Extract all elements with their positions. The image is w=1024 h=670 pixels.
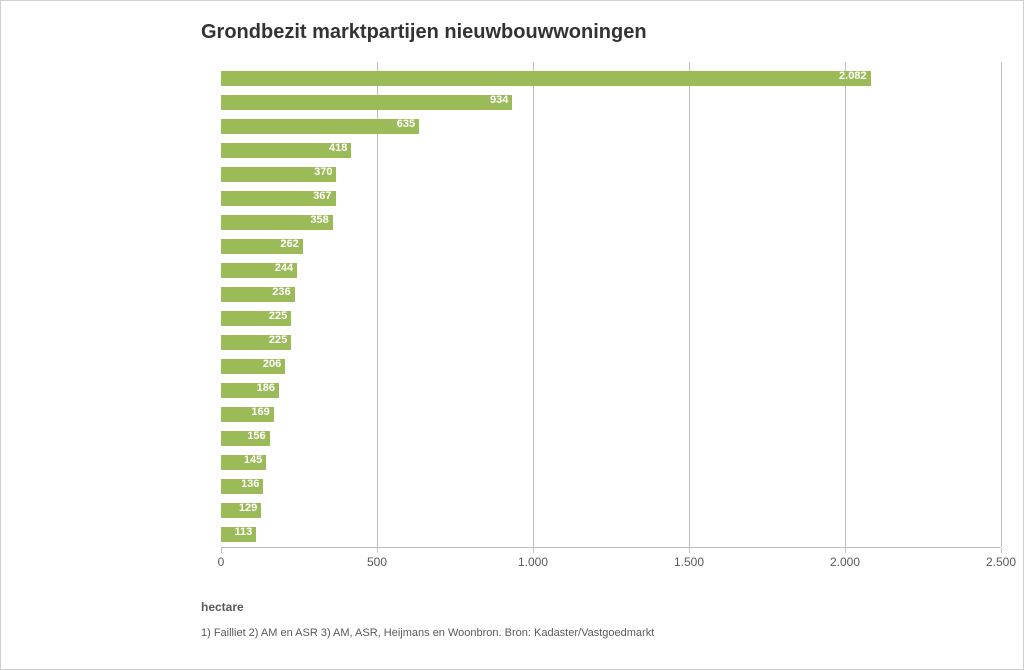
x-axis-label: hectare xyxy=(201,600,244,614)
bar-value-label: 136 xyxy=(241,478,259,490)
bar-value-label: 169 xyxy=(251,406,269,418)
bar-value-label: 225 xyxy=(269,334,287,346)
x-tick-label: 2.000 xyxy=(830,555,860,569)
x-tick xyxy=(845,548,846,553)
bar-value-label: 113 xyxy=(235,526,253,538)
bar-value-label: 244 xyxy=(275,262,293,274)
bar-value-label: 358 xyxy=(310,214,328,226)
x-tick-label: 0 xyxy=(218,555,225,569)
bar-value-label: 635 xyxy=(397,118,415,130)
bar-value-label: 145 xyxy=(244,454,262,466)
x-tick xyxy=(1001,548,1002,553)
chart-container: Grondbezit marktpartijen nieuwbouwwoning… xyxy=(0,0,1024,670)
bar-value-label: 370 xyxy=(314,166,332,178)
bar-rect xyxy=(221,95,512,110)
bar-value-label: 2.082 xyxy=(839,70,867,82)
bar-value-label: 129 xyxy=(239,502,257,514)
bar-value-label: 367 xyxy=(313,190,331,202)
bar-value-label: 225 xyxy=(269,310,287,322)
bar-rect xyxy=(221,119,419,134)
x-tick xyxy=(689,548,690,553)
bar-value-label: 934 xyxy=(490,94,508,106)
x-axis: 05001.0001.5002.0002.500 xyxy=(221,547,1001,572)
x-tick-label: 500 xyxy=(367,555,387,569)
bar-value-label: 236 xyxy=(272,286,290,298)
bar-rect xyxy=(221,71,871,86)
plot-area: BPD2.082Roosdom Tijhuis934AM635Verwelius… xyxy=(221,62,1001,572)
x-tick xyxy=(221,548,222,553)
x-tick-label: 2.500 xyxy=(986,555,1016,569)
x-tick-label: 1.500 xyxy=(674,555,704,569)
bar-value-label: 206 xyxy=(263,358,281,370)
bars-group: BPD2.082Roosdom Tijhuis934AM635Verwelius… xyxy=(221,67,1001,547)
bar-value-label: 186 xyxy=(257,382,275,394)
grid-line xyxy=(1001,62,1002,547)
bar-value-label: 156 xyxy=(247,430,265,442)
chart-footnote: 1) Failliet 2) AM en ASR 3) AM, ASR, Hei… xyxy=(201,627,654,639)
x-tick-label: 1.000 xyxy=(518,555,548,569)
x-tick xyxy=(533,548,534,553)
bar-value-label: 262 xyxy=(280,238,298,250)
bar-value-label: 418 xyxy=(329,142,347,154)
chart-title: Grondbezit marktpartijen nieuwbouwwoning… xyxy=(201,21,993,44)
x-tick xyxy=(377,548,378,553)
